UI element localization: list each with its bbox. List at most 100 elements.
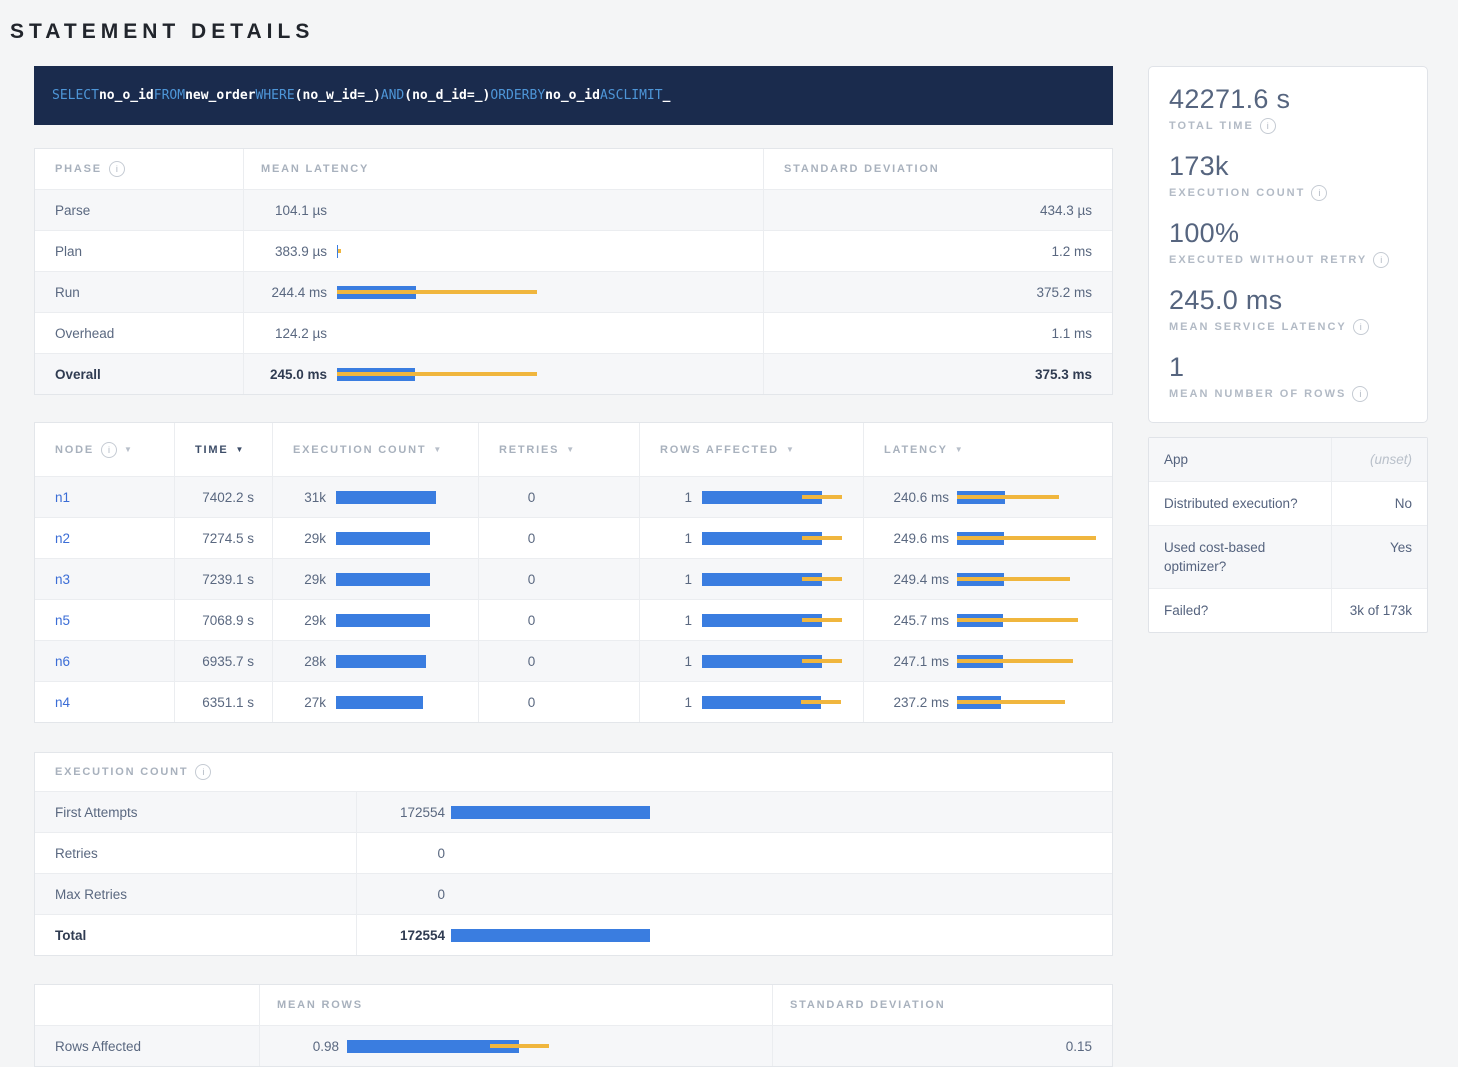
execution-count-bar xyxy=(336,613,468,627)
execution-count-bar xyxy=(336,654,468,668)
phase-label: Overall xyxy=(55,366,101,382)
rows-affected-column-header[interactable]: Rows Affected ▼ xyxy=(639,423,863,476)
stat-label: Total Time xyxy=(1169,120,1254,132)
mean-latency-value: 124.2 µs xyxy=(274,325,327,341)
time-column-header[interactable]: Time ▼ xyxy=(174,423,272,476)
phase-label: Overhead xyxy=(55,325,115,341)
time-value: 7239.1 s xyxy=(174,559,272,599)
sql-keyword: ORDER xyxy=(490,88,530,103)
cost-based-optimizer-label: Used cost-based optimizer? xyxy=(1164,540,1266,574)
info-icon[interactable]: i xyxy=(1259,118,1276,134)
latency-bar xyxy=(337,327,749,340)
summary-stats-card: 42271.6 s Total Time i 173k Execution Co… xyxy=(1148,66,1428,423)
sql-keyword: SELECT xyxy=(52,88,99,103)
sort-icon[interactable]: ▼ xyxy=(566,445,575,454)
rows-affected-value: 1 xyxy=(684,489,692,505)
sql-identifier: _) xyxy=(474,88,491,103)
info-icon[interactable]: i xyxy=(1373,252,1390,268)
stat-value: 173k xyxy=(1169,151,1229,181)
execution-count-column-header[interactable]: Execution Count ▼ xyxy=(272,423,478,476)
mean-latency-value: 383.9 µs xyxy=(274,243,327,259)
sql-keyword: LIMIT xyxy=(623,88,663,103)
node-table-header: Node i ▼ Time ▼ Execution Count ▼ Retrie… xyxy=(35,423,1112,476)
table-row: Parse 104.1 µs 434.3 µs xyxy=(35,189,1112,230)
stat-value: 1 xyxy=(1169,352,1185,382)
sort-icon[interactable]: ▼ xyxy=(433,445,442,454)
latency-column-header[interactable]: Latency ▼ xyxy=(863,423,1112,476)
node-link[interactable]: n2 xyxy=(55,530,71,546)
info-icon[interactable]: i xyxy=(1352,386,1369,402)
info-icon[interactable]: i xyxy=(1311,185,1328,201)
node-link[interactable]: n4 xyxy=(55,694,71,710)
execution-count-table: Execution Count i First Attempts 172554 … xyxy=(34,752,1113,956)
time-value: 6351.1 s xyxy=(174,682,272,722)
exec-row-label: Max Retries xyxy=(55,886,128,902)
stat-label: Mean Number of Rows xyxy=(1169,388,1347,400)
info-icon[interactable]: i xyxy=(100,441,117,458)
sort-icon[interactable]: ▼ xyxy=(123,445,132,454)
mean-rows-value: 0.98 xyxy=(312,1038,339,1054)
sort-icon[interactable]: ▼ xyxy=(235,445,244,454)
phase-label: Run xyxy=(55,284,80,300)
retries-value: 0 xyxy=(478,682,639,722)
empty-column-header xyxy=(35,985,259,1025)
app-label: App xyxy=(1164,452,1189,467)
latency-bar xyxy=(957,490,1102,504)
sql-keyword: BY xyxy=(529,88,546,103)
execution-count-bar xyxy=(336,531,468,545)
execution-count-bar xyxy=(451,888,1098,901)
sql-identifier: (no_w_id xyxy=(294,88,358,103)
std-deviation-value: 375.2 ms xyxy=(763,272,1112,312)
execution-count-value: 29k xyxy=(304,612,326,628)
latency-value: 240.6 ms xyxy=(893,489,949,505)
std-deviation-value: 434.3 µs xyxy=(763,190,1112,230)
main-column: SELECT no_o_id FROM new_order WHERE (no_… xyxy=(34,66,1113,1067)
info-icon[interactable]: i xyxy=(108,161,125,177)
info-icon[interactable]: i xyxy=(195,764,212,780)
mean-latency-column-header: Mean Latency xyxy=(243,149,763,189)
execution-count-table-title: Execution Count i xyxy=(35,753,1112,791)
table-row: n4 6351.1 s 27k 0 1 237.2 ms xyxy=(35,681,1112,722)
latency-bar xyxy=(337,367,749,381)
stat-label: Mean Service Latency xyxy=(1169,321,1347,333)
mean-latency-value: 244.4 ms xyxy=(271,284,327,300)
stat-value: 42271.6 s xyxy=(1169,84,1291,114)
latency-bar xyxy=(957,654,1102,668)
sql-identifier: no_o_id xyxy=(98,88,154,103)
exec-row-label: Total xyxy=(55,927,87,943)
time-value: 7068.9 s xyxy=(174,600,272,640)
latency-bar xyxy=(337,285,749,299)
rows-affected-table: Mean Rows Standard Deviation Rows Affect… xyxy=(34,984,1113,1067)
sql-identifier: (no_d_id xyxy=(404,88,467,103)
node-column-header[interactable]: Node i ▼ xyxy=(55,441,132,458)
exec-row-value: 0 xyxy=(437,886,445,902)
sql-keyword: AND xyxy=(380,88,405,103)
retries-column-header[interactable]: Retries ▼ xyxy=(478,423,639,476)
std-deviation-value: 0.15 xyxy=(772,1026,1112,1066)
info-icon[interactable]: i xyxy=(1352,319,1369,335)
time-value: 7274.5 s xyxy=(174,518,272,558)
execution-count-bar xyxy=(336,490,468,504)
table-row: Max Retries 0 xyxy=(35,873,1112,914)
std-deviation-value: 375.3 ms xyxy=(763,354,1112,394)
app-value: (unset) xyxy=(1331,438,1427,481)
failed-label: Failed? xyxy=(1164,603,1209,618)
phase-label: Parse xyxy=(55,202,91,218)
sql-identifier: = xyxy=(357,88,366,103)
sql-keyword: ASC xyxy=(599,88,624,103)
table-row: Distributed execution? No xyxy=(1149,481,1427,525)
retries-value: 0 xyxy=(478,600,639,640)
table-row: n1 7402.2 s 31k 0 1 240.6 ms xyxy=(35,476,1112,517)
node-link[interactable]: n3 xyxy=(55,571,71,587)
node-link[interactable]: n6 xyxy=(55,653,71,669)
sql-identifier: _ xyxy=(662,88,671,103)
sql-identifier: no_o_id xyxy=(545,88,600,103)
stat-value: 100% xyxy=(1169,218,1240,248)
sort-icon[interactable]: ▼ xyxy=(954,445,963,454)
exec-row-label: Retries xyxy=(55,845,98,861)
node-link[interactable]: n1 xyxy=(55,489,71,505)
table-row: Plan 383.9 µs 1.2 ms xyxy=(35,230,1112,271)
table-row: First Attempts 172554 xyxy=(35,791,1112,832)
sort-icon[interactable]: ▼ xyxy=(785,445,794,454)
node-link[interactable]: n5 xyxy=(55,612,71,628)
